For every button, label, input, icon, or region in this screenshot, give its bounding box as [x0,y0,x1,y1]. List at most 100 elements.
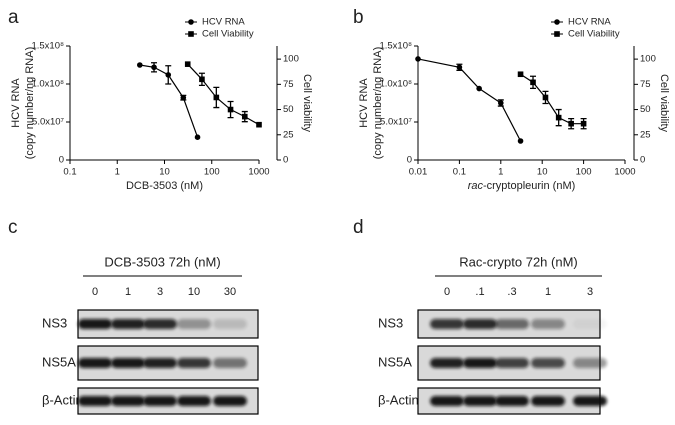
y-tick-label: 0 [407,155,412,166]
row-label: NS3 [42,315,67,330]
data-point [517,71,524,78]
data-point [165,72,172,78]
x-tick-label: 100 [576,167,592,178]
band [213,358,247,368]
lane-label: 0 [444,286,450,298]
data-point [136,62,143,68]
data-point [517,138,524,144]
x-tick-label: 1 [498,167,503,178]
band [531,396,565,406]
data-point [498,100,504,106]
lane-label: 1 [125,286,131,298]
band [573,358,607,368]
data-point [256,121,262,128]
x-tick-label: 1000 [614,167,635,178]
y-tick-label: 1.0x10⁸ [379,79,412,90]
panel-letter: a [8,7,19,28]
x-axis-label-prefix: rac [468,180,484,192]
x-tick-label: 1000 [248,167,269,178]
legend-marker [188,19,194,25]
band [573,396,607,406]
data-point [194,134,201,140]
data-point [180,94,187,101]
band [430,396,464,406]
band [177,396,211,406]
legend-marker [554,31,560,37]
band [78,319,112,329]
data-point [555,114,562,121]
lane-label: 0 [92,286,98,298]
x-axis-label: rac-cryptopleurin (nM) [468,180,576,192]
band [430,319,464,329]
data-point [580,120,587,127]
lane-label: 1 [545,286,551,298]
data-point [184,61,191,67]
y-tick-label: 1.5x10⁸ [31,41,64,52]
lane-label: 3 [587,286,593,298]
y2-tick-label: 25 [640,129,651,140]
y-axis-label: HCV RNA [358,78,370,128]
x-tick-label: 0.1 [453,167,466,178]
data-point [568,120,574,127]
y2-tick-label: 0 [640,155,645,166]
legend-marker [554,19,560,25]
y-axis-label: HCV RNA [10,78,22,128]
data-point [227,106,234,113]
band [463,358,497,368]
data-point [542,94,549,101]
legend-label: HCV RNA [202,17,245,28]
data-point [241,113,248,120]
y-tick-label: 1.5x10⁸ [379,41,412,52]
y2-tick-label: 50 [283,104,294,115]
y-tick-label: 5.0x10⁷ [380,117,413,128]
legend-label: Cell Viability [202,29,254,40]
row-label: NS5A [378,354,412,369]
y2-tick-label: 100 [283,54,299,65]
band [177,319,211,329]
data-point [530,79,536,86]
row-label: β-Actin [42,392,83,407]
x-tick-label: 0.1 [63,167,76,178]
band [111,358,145,368]
lane-label: 3 [157,286,163,298]
legend-marker [188,31,194,37]
y2-tick-label: 100 [640,54,656,65]
panel-letter: c [8,217,18,238]
band [78,358,112,368]
row-label: NS5A [42,354,76,369]
series-line [417,58,522,142]
band [463,319,497,329]
band [430,358,464,368]
series-line [187,63,260,126]
legend-label: Cell Viability [568,29,620,40]
row-label: NS3 [378,315,403,330]
y2-axis-label: Cell viability [301,74,313,133]
blot-title: Rac-crypto 72h (nM) [459,254,577,269]
y2-axis-label: Cell viability [658,74,670,133]
y2-tick-label: 75 [283,79,294,90]
panel-letter: d [353,217,364,238]
x-tick-label: 1 [115,167,120,178]
x-axis-label-text: -cryptopleurin (nM) [483,180,575,192]
panel-letter: b [353,7,364,28]
y-tick-label: 0 [59,155,64,166]
x-tick-label: 10 [537,167,548,178]
data-point [213,94,220,101]
band [531,319,565,329]
band [213,319,247,329]
band [143,396,177,406]
row-label: β-Actin [378,392,419,407]
lane-label: 10 [188,286,200,298]
data-point [151,64,157,71]
x-tick-label: 100 [204,167,220,178]
x-axis-label-text: DCB-3503 (nM) [126,180,203,192]
x-axis-label: DCB-3503 (nM) [126,180,203,192]
y2-tick-label: 0 [283,155,288,166]
band [531,358,565,368]
y2-tick-label: 75 [640,79,651,90]
series-line [520,73,584,125]
y2-tick-label: 50 [640,104,651,115]
band [213,396,247,406]
x-tick-label: 10 [159,167,170,178]
